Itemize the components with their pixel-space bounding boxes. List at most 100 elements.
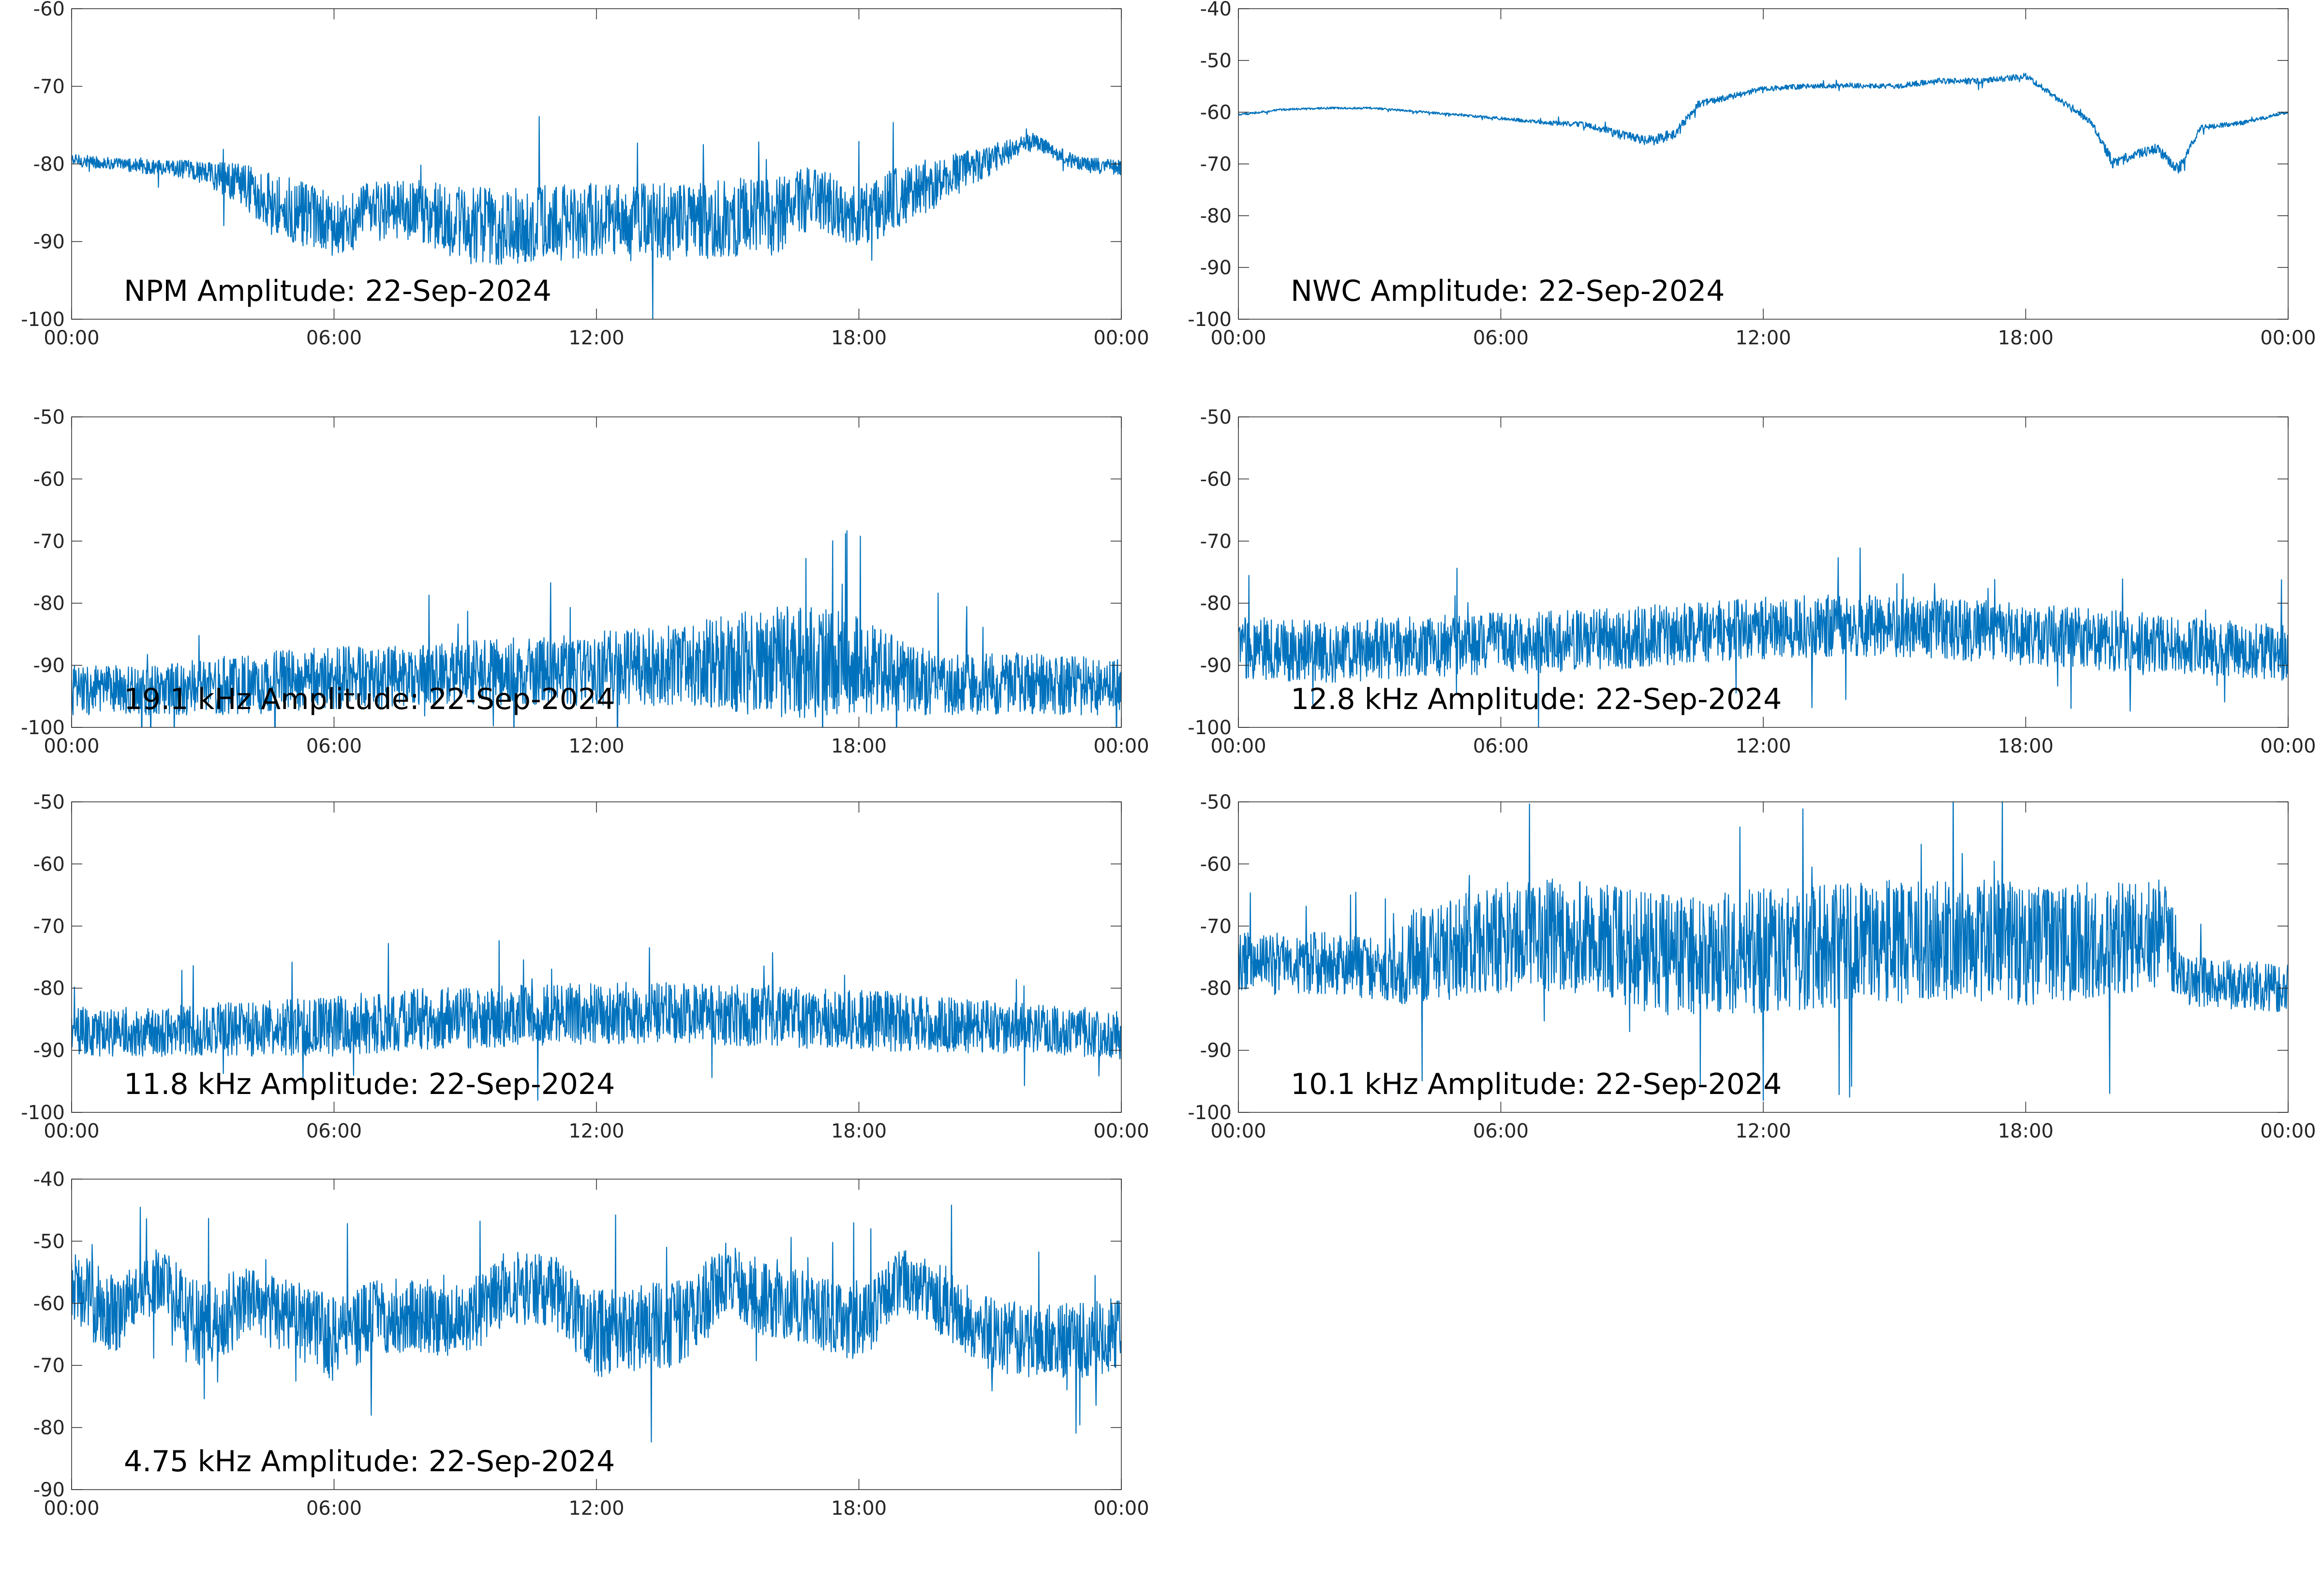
y-tick-label: -100 <box>1188 309 1232 331</box>
y-tick-label: -60 <box>33 468 65 490</box>
y-tick-label: -70 <box>33 1355 65 1377</box>
amplitude-series-1 <box>1238 547 2288 727</box>
x-tick-label: 18:00 <box>831 327 887 349</box>
x-tick-label: 00:00 <box>44 1497 99 1520</box>
y-tick-label: -70 <box>33 531 65 553</box>
y-tick-label: -60 <box>1200 468 1232 490</box>
y-tick-label: -50 <box>1200 50 1232 72</box>
amplitude-series-1 <box>1238 802 2288 1101</box>
chart-panel-3: 00:00 06:00 12:00 18:00 00:00 -50 -60 -70 -80 -90… <box>21 406 1149 757</box>
x-tick-label: 00:00 <box>44 1120 99 1142</box>
chart-panel-7: 00:00 06:00 12:00 18:00 00:00 -40 -50 -60 -70 -80… <box>33 1168 1149 1520</box>
y-tick-label: -60 <box>33 0 65 20</box>
y-tick-label: -80 <box>1200 977 1232 1000</box>
amplitude-series-1 <box>72 530 1121 727</box>
x-tick-label: 06:00 <box>306 327 362 349</box>
y-tick-label: -80 <box>1200 205 1232 227</box>
x-tick-label: 06:00 <box>1473 327 1529 349</box>
x-tick-label: 00:00 <box>1093 327 1149 349</box>
x-tick-label: 00:00 <box>1093 1497 1149 1520</box>
chart-title: NPM Amplitude: 22-Sep-2024 <box>124 274 551 308</box>
x-tick-label: 00:00 <box>1210 1120 1266 1142</box>
y-tick-label: -80 <box>33 153 65 176</box>
chart-panel-2: 00:00 06:00 12:00 18:00 00:00 -40 -50 -60 -70 -80… <box>1188 0 2316 349</box>
y-tick-label: -90 <box>33 1479 65 1501</box>
y-tick-label: -60 <box>33 1293 65 1315</box>
y-tick-label: -70 <box>1200 153 1232 176</box>
y-tick-label: -100 <box>21 717 65 739</box>
chart-title: 12.8 kHz Amplitude: 22-Sep-2024 <box>1291 682 1782 716</box>
x-tick-label: 06:00 <box>1473 1120 1529 1142</box>
y-tick-label: -50 <box>1200 791 1232 813</box>
y-tick-label: -100 <box>1188 717 1232 739</box>
x-tick-label: 12:00 <box>568 1120 624 1142</box>
chart-title: 4.75 kHz Amplitude: 22-Sep-2024 <box>124 1445 615 1478</box>
x-tick-label: 00:00 <box>2260 1120 2316 1142</box>
y-tick-label: -50 <box>1200 406 1232 429</box>
y-tick-label: -50 <box>33 791 65 813</box>
chart-title: 10.1 kHz Amplitude: 22-Sep-2024 <box>1291 1067 1782 1101</box>
y-tick-label: -80 <box>1200 592 1232 615</box>
chart-title: NWC Amplitude: 22-Sep-2024 <box>1291 274 1725 308</box>
amplitude-series-1 <box>72 940 1121 1101</box>
x-tick-label: 00:00 <box>1093 735 1149 757</box>
y-tick-label: -70 <box>1200 531 1232 553</box>
y-tick-label: -90 <box>33 1040 65 1062</box>
y-tick-label: -100 <box>21 1102 65 1124</box>
y-tick-label: -60 <box>1200 102 1232 124</box>
chart-panel-4: 00:00 06:00 12:00 18:00 00:00 -50 -60 -70 -80 -90… <box>1188 406 2316 757</box>
x-tick-label: 06:00 <box>306 735 362 757</box>
y-tick-label: -80 <box>33 1417 65 1439</box>
x-tick-label: 00:00 <box>1210 735 1266 757</box>
y-tick-label: -100 <box>21 309 65 331</box>
x-tick-label: 18:00 <box>1998 1120 2054 1142</box>
x-tick-label: 18:00 <box>831 1120 887 1142</box>
x-tick-label: 00:00 <box>1093 1120 1149 1142</box>
chart-panel-5: 00:00 06:00 12:00 18:00 00:00 -50 -60 -70 -80 -90… <box>21 791 1149 1142</box>
y-tick-label: -90 <box>1200 655 1232 677</box>
x-tick-label: 12:00 <box>1735 735 1791 757</box>
x-tick-label: 06:00 <box>1473 735 1529 757</box>
plot-frame <box>71 801 1122 1113</box>
x-tick-label: 06:00 <box>306 1497 362 1520</box>
y-tick-label: -70 <box>1200 916 1232 938</box>
y-tick-label: -100 <box>1188 1102 1232 1124</box>
y-tick-label: -40 <box>33 1168 65 1191</box>
y-tick-label: -90 <box>1200 257 1232 279</box>
x-tick-label: 12:00 <box>568 735 624 757</box>
x-tick-label: 12:00 <box>1735 327 1791 349</box>
y-tick-label: -80 <box>33 592 65 615</box>
amplitude-series-1 <box>1238 73 2288 174</box>
x-tick-label: 00:00 <box>44 735 99 757</box>
x-tick-label: 12:00 <box>568 1497 624 1520</box>
x-tick-label: 00:00 <box>1210 327 1266 349</box>
x-tick-label: 00:00 <box>44 327 99 349</box>
x-tick-label: 12:00 <box>568 327 624 349</box>
x-tick-label: 00:00 <box>2260 327 2316 349</box>
x-tick-label: 18:00 <box>831 735 887 757</box>
y-tick-label: -60 <box>33 853 65 875</box>
x-tick-label: 00:00 <box>2260 735 2316 757</box>
x-tick-label: 06:00 <box>306 1120 362 1142</box>
y-tick-label: -90 <box>1200 1040 1232 1062</box>
x-tick-label: 18:00 <box>1998 327 2054 349</box>
chart-title: 19.1 kHz Amplitude: 22-Sep-2024 <box>124 682 615 716</box>
y-tick-label: -40 <box>1200 0 1232 20</box>
plot-frame <box>1238 8 2289 320</box>
y-tick-label: -90 <box>33 655 65 677</box>
y-tick-label: -50 <box>33 406 65 429</box>
x-tick-label: 12:00 <box>1735 1120 1791 1142</box>
chart-panel-1: 00:00 06:00 12:00 18:00 00:00 -60 -70 -80 -90 -10… <box>21 0 1149 349</box>
y-tick-label: -80 <box>33 977 65 1000</box>
y-tick-label: -60 <box>1200 853 1232 875</box>
x-tick-label: 18:00 <box>831 1497 887 1520</box>
x-tick-label: 18:00 <box>1998 735 2054 757</box>
y-tick-label: -50 <box>33 1230 65 1253</box>
chart-panel-6: 00:00 06:00 12:00 18:00 00:00 -50 -60 -70 -80 -90… <box>1188 791 2316 1142</box>
amplitude-series-1 <box>72 116 1121 319</box>
chart-title: 11.8 kHz Amplitude: 22-Sep-2024 <box>124 1067 615 1101</box>
y-tick-label: -70 <box>33 916 65 938</box>
y-tick-label: -70 <box>33 76 65 98</box>
y-tick-label: -90 <box>33 231 65 253</box>
